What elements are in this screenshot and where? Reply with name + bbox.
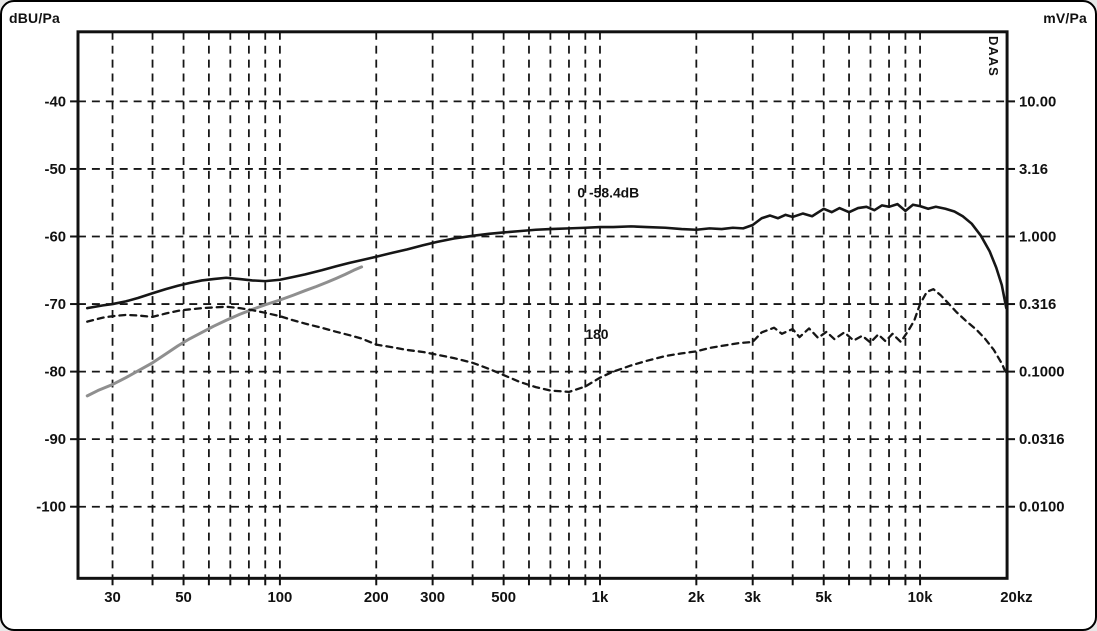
x-tick-label: 100 bbox=[267, 590, 292, 606]
x-tick-label: 2k bbox=[688, 590, 705, 606]
x-tick-label: 5k bbox=[815, 590, 832, 606]
curve-180 bbox=[86, 288, 1008, 394]
annotation: 0 -58.4dB bbox=[577, 184, 639, 200]
left-tick-label: -50 bbox=[45, 162, 67, 178]
plot-frame bbox=[76, 30, 1009, 580]
right-tick-label: 0.0100 bbox=[1019, 500, 1065, 516]
x-tick-label: 300 bbox=[420, 590, 445, 606]
left-tick-label: -40 bbox=[45, 94, 67, 110]
right-tick-label: 1.000 bbox=[1019, 229, 1056, 245]
x-tick-label: 10k bbox=[908, 590, 934, 606]
left-tick-label: -100 bbox=[36, 500, 66, 516]
left-tick-label: -70 bbox=[45, 297, 67, 313]
right-tick-label: 3.16 bbox=[1019, 162, 1048, 178]
curve-0 bbox=[85, 202, 1008, 310]
curve-gray bbox=[85, 265, 364, 398]
x-tick-label: 50 bbox=[175, 590, 192, 606]
right-tick-label: 0.0316 bbox=[1019, 432, 1065, 448]
right-tick-label: 10.00 bbox=[1019, 94, 1056, 110]
left-tick-label: -80 bbox=[45, 365, 67, 381]
right-axis-unit-label: mV/Pa bbox=[1043, 10, 1087, 26]
annotation: 180 bbox=[585, 326, 608, 342]
x-tick-label: 1k bbox=[592, 590, 609, 606]
left-tick-label: -90 bbox=[45, 432, 67, 448]
x-tick-label: 500 bbox=[491, 590, 516, 606]
right-tick-label: 0.316 bbox=[1019, 297, 1056, 313]
x-tick-label: 20kz bbox=[1000, 590, 1032, 606]
right-tick-label: 0.1000 bbox=[1019, 365, 1065, 381]
x-tick-label: 200 bbox=[364, 590, 389, 606]
daas-watermark: DAAS bbox=[986, 36, 1001, 77]
x-tick-label: 30 bbox=[104, 590, 121, 606]
left-tick-label: -60 bbox=[45, 229, 67, 245]
x-tick-label: 3k bbox=[744, 590, 761, 606]
left-axis-unit-label: dBU/Pa bbox=[9, 10, 60, 26]
